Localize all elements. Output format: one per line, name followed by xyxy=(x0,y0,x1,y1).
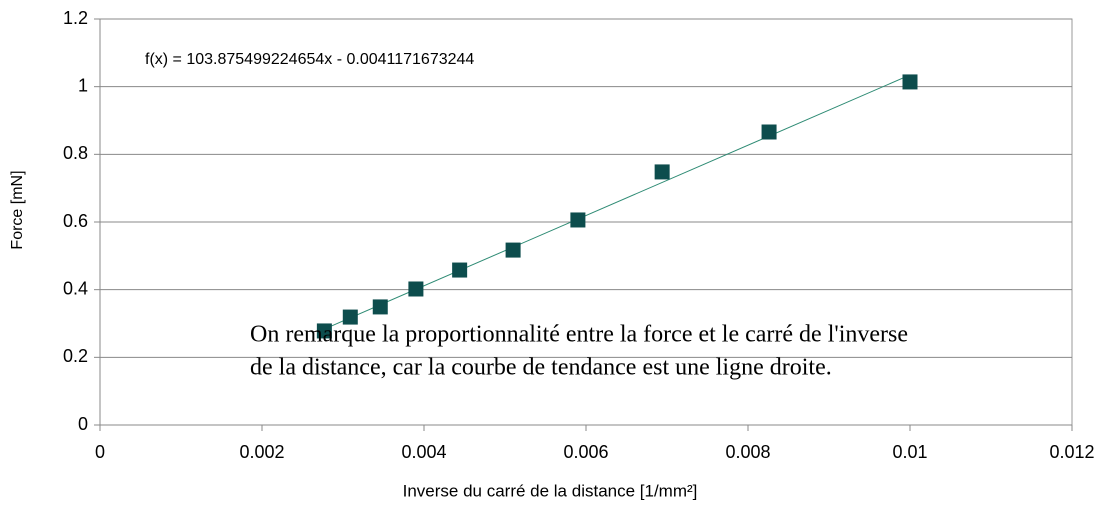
y-tick-label: 1 xyxy=(78,75,88,95)
data-point xyxy=(570,212,586,228)
y-tick-label: 0 xyxy=(78,414,88,434)
y-tick-label: 0.2 xyxy=(63,346,88,366)
y-tick-label: 1.2 xyxy=(63,8,88,28)
x-tick-label: 0.006 xyxy=(563,442,608,462)
x-tick-label: 0.008 xyxy=(725,442,770,462)
trend-equation: f(x) = 103.875499224654x - 0.00411716732… xyxy=(145,51,474,68)
annotation: On remarque la proportionnalité entre la… xyxy=(250,322,908,348)
x-tick-label: 0.01 xyxy=(892,442,927,462)
data-point xyxy=(654,164,670,180)
data-point xyxy=(761,124,777,140)
data-point xyxy=(372,299,388,315)
data-point xyxy=(902,74,918,90)
y-axis-label: Force [mN] xyxy=(9,170,26,249)
data-point xyxy=(316,323,332,339)
x-tick-label: 0 xyxy=(95,442,105,462)
annotation: de la distance, car la courbe de tendanc… xyxy=(250,355,832,381)
x-tick-label: 0.012 xyxy=(1049,442,1094,462)
data-point xyxy=(342,309,358,325)
data-point xyxy=(452,262,468,278)
data-point xyxy=(408,281,424,297)
data-point xyxy=(505,242,521,258)
y-tick-label: 0.6 xyxy=(63,211,88,231)
x-axis-label: Inverse du carré de la distance [1/mm²] xyxy=(403,481,698,500)
y-tick-label: 0.8 xyxy=(63,143,88,163)
x-tick-label: 0.004 xyxy=(401,442,446,462)
y-tick-label: 0.4 xyxy=(63,278,88,298)
x-tick-label: 0.002 xyxy=(239,442,284,462)
